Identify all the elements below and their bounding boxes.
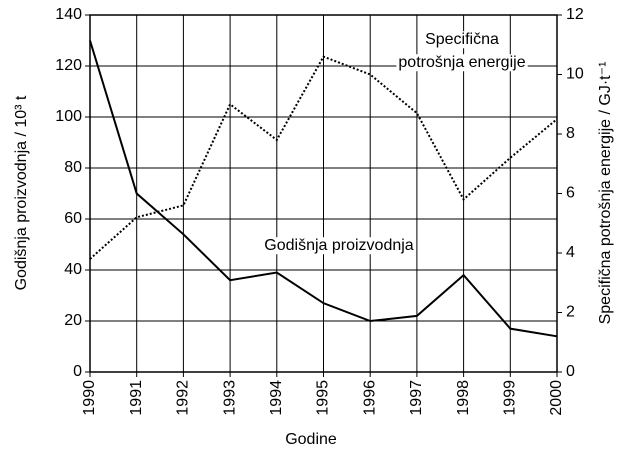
x-tick-label: 1995 [315,380,332,416]
plot-frame [89,14,558,373]
x-tick-label: 1993 [221,380,238,416]
y-tick-label: 20 [64,312,82,329]
x-tick-label: 1990 [81,380,98,416]
annotation: potrošnja energije [398,54,525,71]
annotation: Godišnja proizvodnja [264,237,414,254]
x-tick-label: 1992 [175,380,192,416]
x-axis-label: Godine [285,431,337,448]
series-line [89,55,558,260]
x-tick-label: 1991 [128,380,145,416]
y2-tick-label: 12 [566,6,584,23]
annotation: Specifična [425,31,499,48]
y-tick-label: 0 [73,363,82,380]
y2-axis-label: Specifična potrošnja energije / GJ·t⁻¹ [597,62,614,325]
y-tick-label: 140 [55,6,82,23]
x-tick-label: 1994 [268,380,285,416]
annotation-bg [262,237,416,255]
y2-tick-label: 6 [566,185,575,202]
x-tick-label: 1998 [455,380,472,416]
y2-tick-label: 4 [566,244,575,261]
y-axis-label: Godišnja proizvodnja / 10³ t [13,95,30,290]
y2-tick-label: 0 [566,363,575,380]
series-line [89,40,558,338]
y-tick-label: 60 [64,210,82,227]
y-tick-label: 40 [64,261,82,278]
y-tick-label: 120 [55,57,82,74]
y2-tick-label: 2 [566,304,575,321]
y-tick-label: 80 [64,159,82,176]
annotation-bg [423,31,502,49]
x-tick-label: 2000 [548,380,565,416]
x-tick-label: 1999 [502,380,519,416]
x-tick-label: 1996 [361,380,378,416]
y2-tick-label: 10 [566,66,584,83]
x-tick-label: 1997 [408,380,425,416]
y2-tick-label: 8 [566,125,575,142]
annotation-bg [396,54,528,72]
y-tick-label: 100 [55,108,82,125]
